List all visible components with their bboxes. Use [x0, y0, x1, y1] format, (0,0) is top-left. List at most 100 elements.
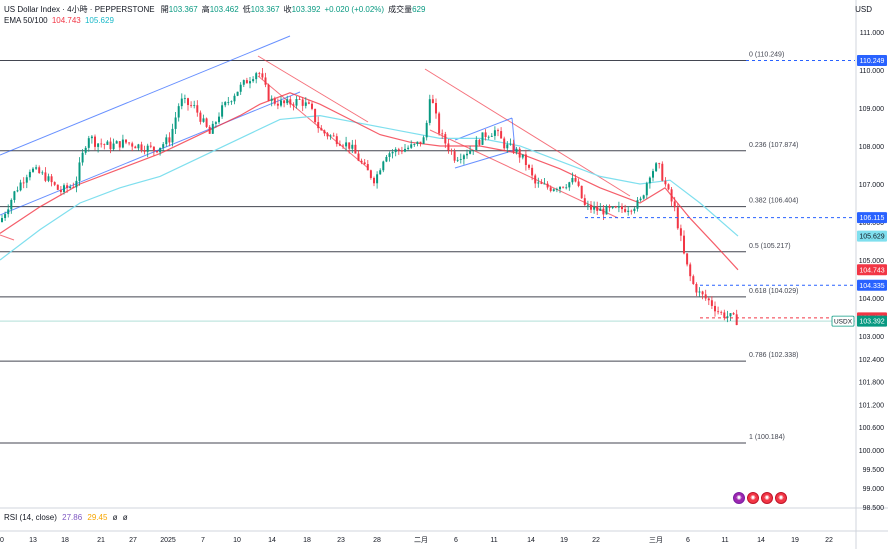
candle-body	[583, 198, 586, 205]
candle-body	[342, 145, 344, 147]
candle-body	[41, 172, 44, 174]
y-tick-label: 99.500	[863, 467, 885, 474]
price-label-box	[857, 55, 887, 67]
x-tick-label: 18	[61, 537, 69, 544]
candle-body	[112, 143, 115, 150]
candle-body	[425, 122, 428, 138]
candle-body	[546, 183, 549, 188]
x-tick-label: 21	[97, 537, 105, 544]
event-badges[interactable]: ◉ ◉ ◉ ◉	[733, 492, 787, 504]
candle-body	[239, 84, 242, 92]
price-label-text: 104.335	[859, 283, 884, 290]
candle-body	[667, 184, 670, 190]
flag-lower	[454, 149, 516, 169]
candle-body	[462, 155, 465, 160]
candle-body	[211, 123, 214, 134]
rsi-value: 27.86	[62, 513, 83, 522]
x-tick-label: 0	[0, 537, 4, 544]
candle-body	[555, 189, 558, 191]
candle-body	[720, 311, 723, 313]
candle-body	[559, 186, 561, 190]
x-tick-label: 10	[233, 537, 241, 544]
candle-body	[10, 199, 13, 210]
candle-body	[658, 163, 661, 165]
y-tick-label: 101.200	[859, 402, 884, 409]
candle-body	[307, 102, 310, 104]
fib-label: 0.236 (107.874)	[749, 142, 798, 149]
candle-body	[152, 146, 155, 151]
candle-body	[664, 180, 667, 185]
y-tick-label: 103.000	[859, 334, 884, 341]
ohlc-item: +0.020 (+0.02%)	[324, 5, 385, 14]
event-icon[interactable]: ◉	[733, 492, 745, 504]
fib-label: 0.382 (106.404)	[749, 198, 798, 205]
candle-body	[292, 104, 295, 106]
candle-body	[655, 163, 658, 172]
candle-body	[404, 148, 406, 152]
candle-body	[109, 141, 112, 150]
x-tick-label: 2025	[160, 537, 176, 544]
candle-body	[35, 167, 38, 169]
candle-body	[50, 176, 53, 183]
candle-body	[16, 190, 19, 192]
candle-body	[7, 209, 10, 215]
price-label-text: 103.392	[859, 319, 884, 326]
event-icon[interactable]: ◉	[747, 492, 759, 504]
ema100-line	[0, 114, 739, 261]
candle-body	[283, 100, 286, 104]
candle-body	[236, 91, 239, 96]
candle-body	[524, 154, 527, 166]
candle-body	[580, 185, 583, 199]
candle-body	[171, 128, 174, 143]
price-label-text: 105.629	[859, 234, 884, 241]
event-icon[interactable]: ◉	[775, 492, 787, 504]
candle-body	[357, 153, 360, 161]
candle-body	[376, 174, 379, 184]
candle-body	[459, 159, 462, 160]
x-tick-label: 19	[560, 537, 568, 544]
candle-body	[47, 176, 50, 181]
candle-body	[59, 189, 62, 192]
x-tick-label: 28	[373, 537, 381, 544]
candle-body	[490, 135, 493, 137]
candle-body	[134, 146, 137, 149]
candle-body	[469, 150, 472, 154]
candle-body	[673, 201, 676, 208]
down-channel2-upper	[424, 68, 631, 197]
candle-body	[13, 191, 16, 200]
candle-body	[90, 136, 93, 139]
candle-body	[140, 144, 143, 151]
candle-body	[624, 209, 627, 212]
candle-body	[72, 186, 75, 188]
candle-body	[528, 165, 530, 168]
ohlc-item: 低103.367	[242, 5, 280, 14]
y-tick-label: 107.000	[859, 182, 884, 189]
candle-body	[596, 206, 599, 211]
candle-body	[187, 98, 189, 106]
down-channel2-lower	[429, 129, 619, 219]
candle-body	[521, 154, 524, 158]
candle-body	[146, 145, 149, 152]
candle-body	[447, 143, 450, 151]
candle-body	[475, 139, 478, 151]
candle-body	[329, 135, 332, 137]
candle-body	[512, 143, 515, 153]
x-tick-label: 14	[527, 537, 535, 544]
y-tick-label: 101.800	[859, 380, 884, 387]
x-tick-label: 11	[490, 537, 497, 544]
trend-channels	[0, 35, 631, 241]
candle-body	[717, 311, 720, 313]
candle-body	[317, 122, 320, 129]
candle-body	[493, 130, 496, 136]
candle-body	[500, 131, 503, 139]
candle-body	[621, 206, 623, 210]
candle-body	[648, 177, 651, 184]
event-icon[interactable]: ◉	[761, 492, 773, 504]
candle-body	[131, 143, 134, 147]
candle-body	[360, 160, 363, 163]
candle-body	[214, 122, 217, 124]
candle-body	[692, 276, 695, 284]
y-tick-label: 99.000	[863, 486, 885, 493]
candle-body	[630, 210, 633, 212]
